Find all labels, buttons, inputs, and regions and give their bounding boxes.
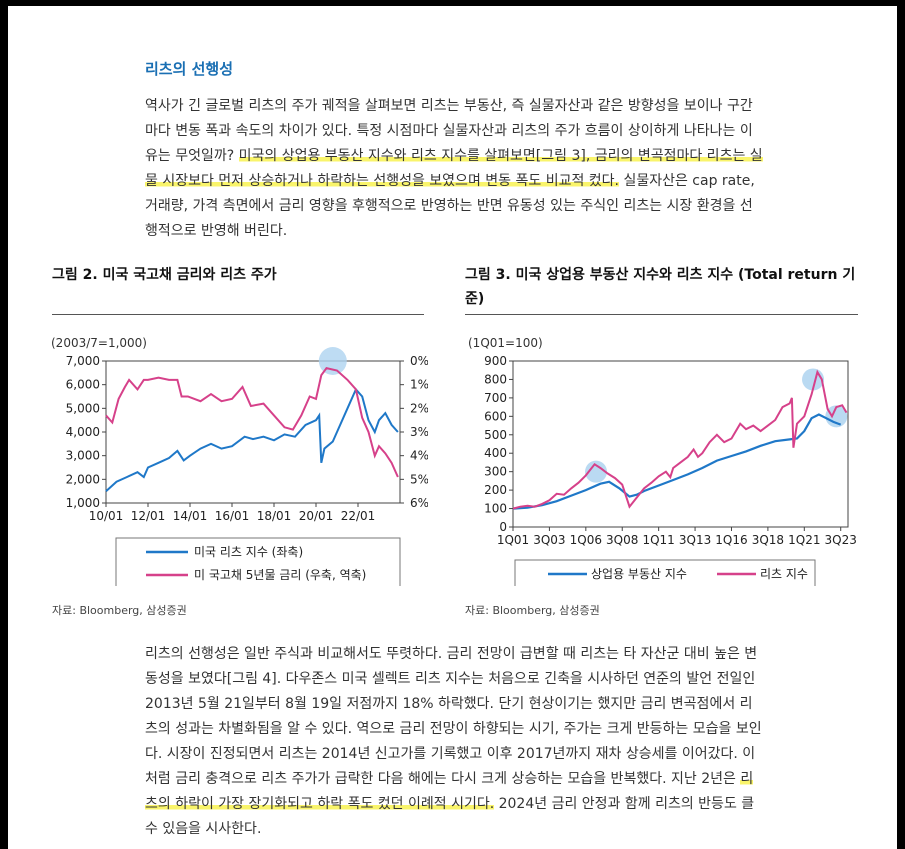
figure2-title: 그림 2. 미국 국고채 금리와 리츠 주가: [52, 267, 277, 283]
x-tick-label: 1Q16: [715, 533, 747, 547]
figure2-plot-frame: [105, 360, 401, 504]
para2-text: 리츠의 선행성은 일반 주식과 비교해서도 뚜렷하다. 금리 전망이 급변할 때…: [145, 646, 762, 787]
figure3-rule: [465, 314, 858, 315]
x-tick-label: 14/01: [173, 509, 208, 523]
para2-text-end: 2024년 금리 안정과 함께 리츠의 반등도 클 수 있음을 시사한다.: [145, 796, 755, 837]
body-paragraph: 리츠의 선행성은 일반 주식과 비교해서도 뚜렷하다. 금리 전망이 급변할 때…: [145, 642, 765, 842]
figure3-unit: (1Q01=100): [468, 336, 543, 350]
y-left-tick-label: 6,000: [66, 378, 100, 392]
treasury-5y-yield-line: [105, 366, 399, 478]
y-tick-label: 100: [484, 502, 507, 516]
highlight-bubble: [825, 405, 848, 428]
y-right-tick-label: 2%: [410, 401, 428, 415]
y-tick-label: 200: [484, 483, 507, 497]
intro-paragraph: 역사가 긴 글로벌 리츠의 주가 궤적을 살펴보면 리츠는 부동산, 즉 실물자…: [145, 94, 765, 244]
y-right-tick-label: 5%: [410, 472, 428, 486]
x-tick-label: 12/01: [131, 509, 166, 523]
legend-label-reits-tr: 리츠 지수: [760, 567, 808, 581]
legend-label-cre: 상업용 부동산 지수: [591, 567, 687, 581]
x-tick-label: 3Q18: [752, 533, 784, 547]
highlight-bubble: [318, 347, 347, 375]
para1-text: 역사가 긴 글로벌 리츠의 주가 궤적을 살펴보면 리츠는 부동산, 즉 실물자…: [145, 98, 753, 164]
x-tick-label: 3Q13: [679, 533, 711, 547]
figure3-source: 자료: Bloomberg, 삼성증권: [465, 604, 600, 617]
y-left-tick-label: 3,000: [66, 449, 100, 463]
section-title: 리츠의 선행성: [145, 60, 234, 78]
y-tick-label: 500: [484, 428, 507, 442]
x-tick-label: 1Q01: [497, 533, 529, 547]
commercial-real-estate-index-line: [512, 413, 842, 510]
y-tick-label: 900: [484, 354, 507, 368]
figure2-rule: [52, 314, 424, 315]
y-tick-label: 400: [484, 446, 507, 460]
x-tick-label: 3Q03: [533, 533, 565, 547]
figure2-chart: (2003/7=1,000) 1,000 2,000 3,000 4,000 5,000…: [51, 336, 428, 586]
reits-total-return-line: [512, 369, 848, 510]
y-left-tick-label: 1,000: [66, 496, 100, 510]
x-tick-label: 1Q21: [788, 533, 820, 547]
y-tick-label: 0: [499, 520, 507, 534]
y-right-tick-label: 6%: [410, 496, 428, 510]
y-tick-label: 300: [484, 465, 507, 479]
y-left-tick-label: 2,000: [66, 472, 100, 486]
legend-label-reits: 미국 리츠 지수 (좌축): [194, 545, 303, 559]
x-tick-label: 18/01: [257, 509, 292, 523]
para1-text-end: 실물자산은 cap rate, 거래량, 가격 측면에서 금리 영향을 후행적으…: [145, 173, 755, 239]
figure2-legend: [115, 537, 401, 586]
y-left-tick-label: 5,000: [66, 401, 100, 415]
y-tick-label: 700: [484, 391, 507, 405]
y-right-tick-label: 0%: [410, 354, 428, 368]
x-tick-label: 3Q08: [606, 533, 638, 547]
x-tick-label: 16/01: [215, 509, 250, 523]
y-right-tick-label: 3%: [410, 425, 428, 439]
highlight-bubble: [585, 460, 608, 483]
x-tick-label: 1Q11: [642, 533, 674, 547]
y-left-tick-label: 7,000: [66, 354, 100, 368]
y-tick-label: 600: [484, 409, 507, 423]
legend-label-treasury: 미 국고채 5년물 금리 (우축, 역축): [194, 568, 366, 582]
figure3-chart: (1Q01=100) 0100200300400500600700800900 …: [468, 336, 857, 586]
y-right-tick-label: 4%: [410, 449, 428, 463]
x-tick-label: 3Q23: [825, 533, 857, 547]
x-tick-label: 20/01: [299, 509, 334, 523]
y-left-tick-label: 4,000: [66, 425, 100, 439]
x-tick-label: 22/01: [341, 509, 376, 523]
figure2-source: 자료: Bloomberg, 삼성증권: [52, 604, 187, 617]
reits-index-line: [105, 387, 399, 492]
y-tick-label: 800: [484, 372, 507, 386]
figure3-title: 그림 3. 미국 상업용 부동산 지수와 리츠 지수 (Total return…: [465, 267, 856, 307]
document-page: 리츠의 선행성 역사가 긴 글로벌 리츠의 주가 궤적을 살펴보면 리츠는 부동…: [8, 6, 897, 849]
x-tick-label: 1Q06: [570, 533, 602, 547]
x-tick-label: 10/01: [89, 509, 124, 523]
y-right-tick-label: 1%: [410, 378, 428, 392]
figure2-unit: (2003/7=1,000): [51, 336, 147, 350]
figure3-plot-frame: [512, 360, 849, 528]
